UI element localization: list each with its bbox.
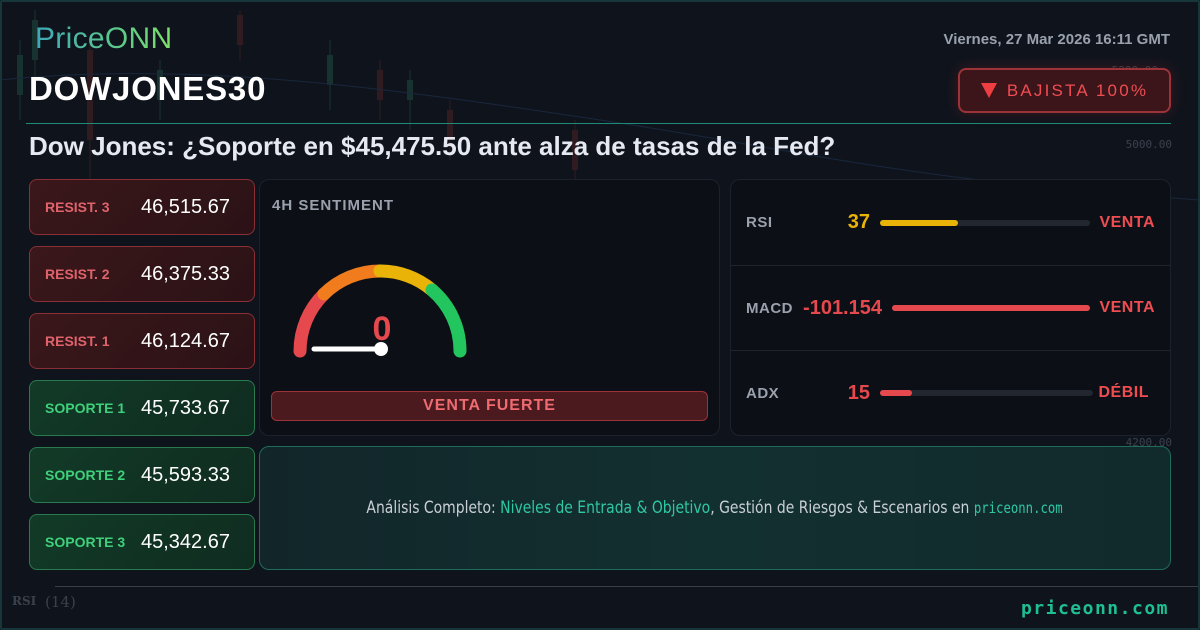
indicator-bar [880, 219, 1090, 226]
sentiment-value: 0 [373, 310, 392, 348]
indicator-bar [892, 305, 1090, 311]
sentiment-panel: 4H SENTIMENT 0 VENTA FUERTE [259, 179, 720, 436]
level-label: RESIST. 3 [45, 199, 110, 215]
price-axis-label: 5000.00 [1125, 138, 1172, 151]
sentiment-title: 4H SENTIMENT [272, 197, 395, 214]
level-value: 45,593.33 [141, 463, 230, 486]
indicator-bar [880, 390, 1093, 396]
indicator-signal: VENTA [1099, 299, 1155, 316]
indicator-adx: ADX 15 DÉBIL [731, 350, 1170, 435]
resistance-3: RESIST. 3 46,515.67 [29, 179, 255, 235]
timestamp: Viernes, 27 Mar 2026 16:11 GMT [943, 31, 1170, 48]
cta-text: Análisis Completo: Niveles de Entrada & … [367, 498, 1063, 518]
support-3: SOPORTE 3 45,342.67 [29, 514, 255, 570]
footer-site-link[interactable]: priceonn.com [1020, 598, 1169, 619]
indicator-signal: DÉBIL [1098, 384, 1149, 401]
level-label: SOPORTE 1 [45, 400, 126, 416]
brand-logo: PriceONN [35, 22, 173, 55]
bg-indicator-period: (14) [45, 593, 76, 611]
support-2: SOPORTE 2 45,593.33 [29, 447, 255, 503]
indicators-panel: RSI 37 VENTA MACD -101.154 VENTA ADX 15 … [730, 179, 1171, 436]
level-value: 46,124.67 [141, 329, 230, 352]
level-value: 45,342.67 [141, 530, 230, 553]
support-1: SOPORTE 1 45,733.67 [29, 380, 255, 436]
bias-label: BAJISTA 100% [1006, 80, 1149, 100]
indicator-value: -101.154 [803, 296, 882, 319]
indicator-value: 37 [847, 211, 870, 233]
cta-prefix: Análisis Completo: [366, 498, 501, 518]
indicator-signal: VENTA [1099, 213, 1155, 231]
price-axis-label: 4200.00 [1125, 436, 1172, 449]
symbol-title: DOWJONES30 [29, 70, 267, 107]
indicator-name: RSI [746, 214, 773, 231]
bias-badge: BAJISTA 100% [958, 68, 1171, 113]
resistance-1: RESIST. 1 46,124.67 [29, 313, 255, 369]
indicator-name: MACD [746, 299, 793, 317]
level-label: RESIST. 1 [45, 333, 110, 349]
resistance-2: RESIST. 2 46,375.33 [29, 246, 255, 302]
indicator-rsi: RSI 37 VENTA [731, 180, 1170, 265]
cta-highlight: Niveles de Entrada & Objetivo [500, 498, 711, 518]
level-label: RESIST. 2 [45, 266, 110, 282]
full-analysis-cta[interactable]: Análisis Completo: Niveles de Entrada & … [259, 446, 1171, 570]
sentiment-label: VENTA FUERTE [271, 391, 708, 421]
header-divider [26, 123, 1171, 124]
level-value: 46,375.33 [141, 262, 230, 285]
level-label: SOPORTE 3 [45, 534, 126, 550]
level-value: 45,733.67 [141, 396, 230, 419]
bg-indicator-label: RSI [12, 594, 37, 608]
indicator-macd: MACD -101.154 VENTA [731, 265, 1170, 350]
footer-divider [55, 586, 1200, 587]
level-value: 46,515.67 [141, 195, 230, 218]
level-label: SOPORTE 2 [45, 467, 126, 483]
cta-site-link[interactable]: priceonn.com [974, 499, 1064, 517]
triangle-down-icon [980, 83, 997, 98]
cta-middle: , Gestión de Riesgos & Escenarios en [710, 498, 975, 518]
headline: Dow Jones: ¿Soporte en $45,475.50 ante a… [29, 131, 836, 161]
sentiment-gauge-icon: 0 [293, 264, 467, 358]
indicator-name: ADX [746, 384, 780, 402]
indicator-value: 15 [847, 381, 870, 404]
